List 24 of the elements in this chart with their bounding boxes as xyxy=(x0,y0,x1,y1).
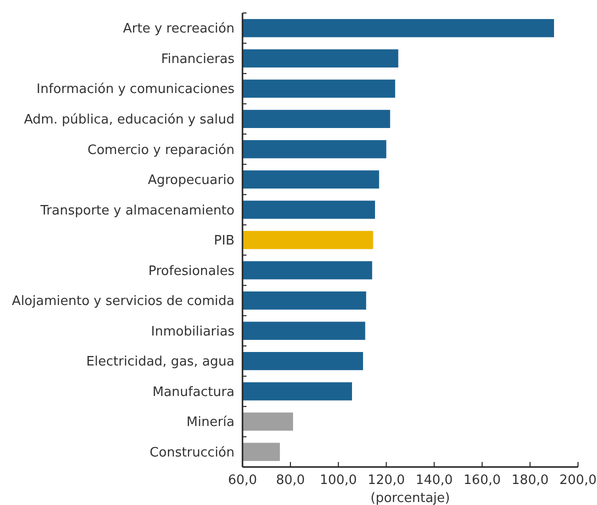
x-tick-label: 180,0 xyxy=(511,473,549,488)
x-tick-label: 160,0 xyxy=(464,473,501,488)
y-tick-label: Profesionales xyxy=(148,264,235,279)
x-axis-title: (porcentaje) xyxy=(370,491,450,505)
y-tick-label: Alojamiento y servicios de comida xyxy=(12,294,234,310)
y-tick-label: Electricidad, gas, agua xyxy=(86,354,234,370)
y-tick-label: Construcción xyxy=(150,445,234,460)
x-tick-label: 120,0 xyxy=(368,473,405,488)
x-tick-label: 60,0 xyxy=(228,473,257,488)
y-tick-label: Agropecuario xyxy=(148,173,235,188)
y-tick-label: Inmobiliarias xyxy=(151,324,235,340)
y-tick-label: Manufactura xyxy=(152,384,234,400)
y-tick-label: Minería xyxy=(186,415,234,430)
y-tick-label: Adm. pública, educación y salud xyxy=(24,112,234,128)
x-tick-label: 140,0 xyxy=(416,473,453,488)
y-tick-label: Transporte y almacenamiento xyxy=(39,203,235,218)
y-tick-label: PIB xyxy=(214,234,234,249)
y-tick-label: Arte y recreación xyxy=(123,22,234,37)
x-tick-label: 80,0 xyxy=(276,473,305,488)
y-tick-label: Financieras xyxy=(161,52,235,67)
x-tick-label: 100,0 xyxy=(320,473,357,488)
y-tick-label: Información y comunicaciones xyxy=(36,82,235,98)
y-tick-label: Comercio y reparación xyxy=(88,142,234,158)
x-tick-label: 200,0 xyxy=(559,473,597,488)
